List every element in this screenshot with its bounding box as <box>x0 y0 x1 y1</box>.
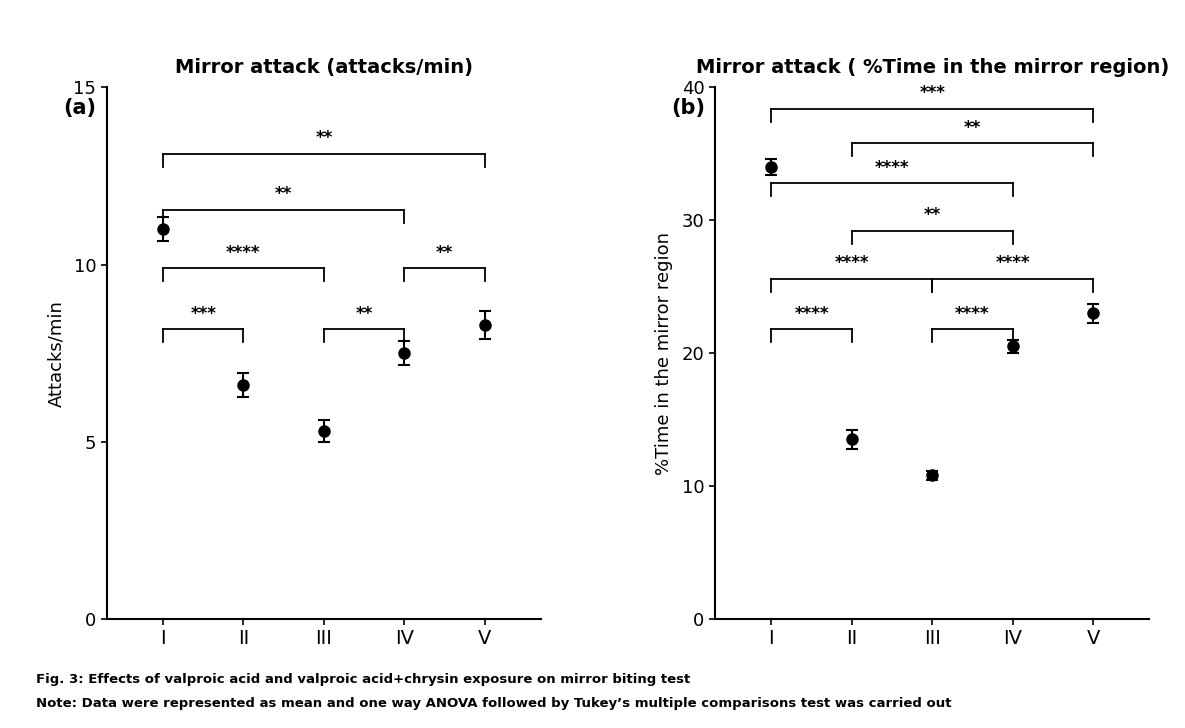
Text: **: ** <box>963 119 981 137</box>
Text: **: ** <box>436 244 453 261</box>
Title: Mirror attack (attacks/min): Mirror attack (attacks/min) <box>175 58 473 77</box>
Text: **: ** <box>275 185 293 203</box>
Text: (a): (a) <box>63 98 96 118</box>
Y-axis label: %Time in the mirror region: %Time in the mirror region <box>655 232 673 475</box>
Text: ***: *** <box>920 84 946 102</box>
Text: Note: Data were represented as mean and one way ANOVA followed by Tukey’s multip: Note: Data were represented as mean and … <box>36 697 952 711</box>
Text: ***: *** <box>191 305 216 323</box>
Title: Mirror attack ( %Time in the mirror region): Mirror attack ( %Time in the mirror regi… <box>696 58 1168 77</box>
Text: ****: **** <box>955 305 989 323</box>
Text: ****: **** <box>226 244 261 261</box>
Text: **: ** <box>356 305 373 323</box>
Text: ****: **** <box>794 305 828 323</box>
Text: (b): (b) <box>672 98 705 118</box>
Text: Fig. 3: Effects of valproic acid and valproic acid+chrysin exposure on mirror bi: Fig. 3: Effects of valproic acid and val… <box>36 673 690 687</box>
Text: ****: **** <box>875 159 909 177</box>
Y-axis label: Attacks/min: Attacks/min <box>47 300 65 406</box>
Text: **: ** <box>315 130 333 147</box>
Text: ****: **** <box>995 254 1030 272</box>
Text: **: ** <box>923 207 941 224</box>
Text: ****: **** <box>834 254 869 272</box>
